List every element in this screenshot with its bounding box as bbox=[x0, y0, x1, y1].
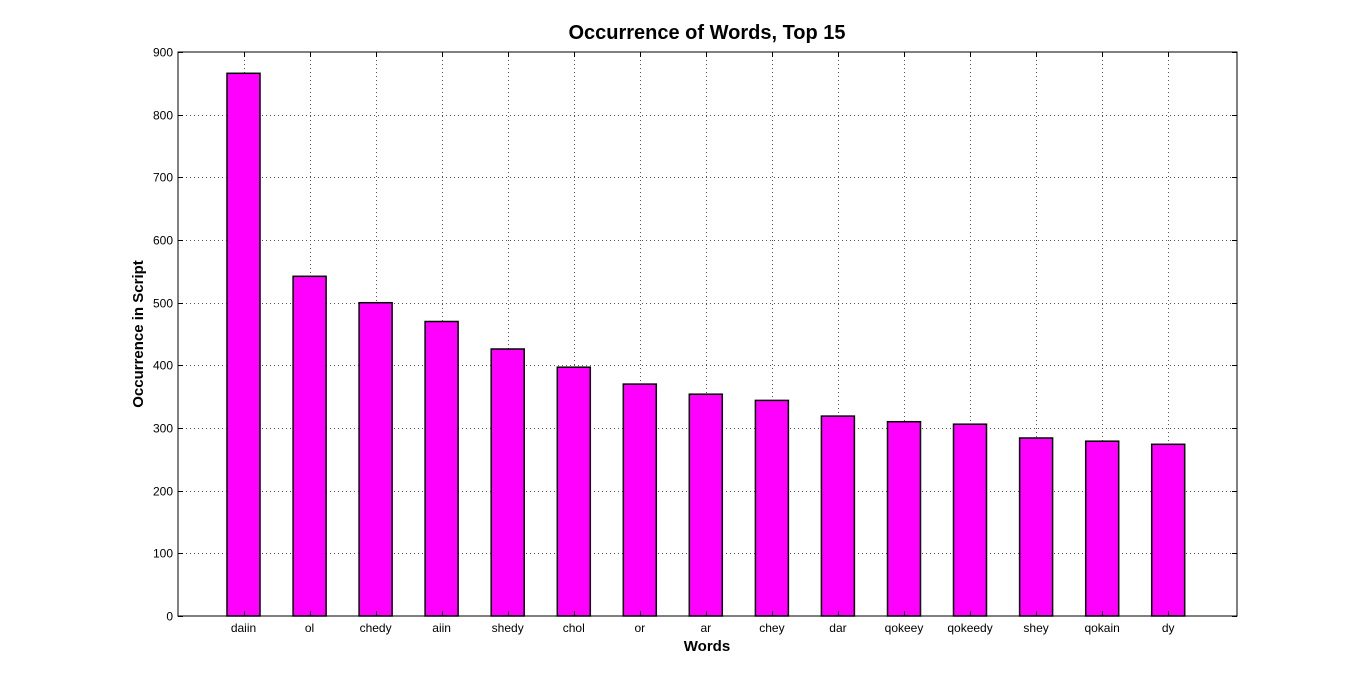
y-tick-labels: 0 100 200 300 400 500 600 700 800 900 bbox=[153, 46, 173, 624]
bar-chey bbox=[754, 399, 790, 617]
x-tick-label: qokeey bbox=[885, 621, 924, 635]
bar-ol bbox=[292, 275, 327, 617]
x-tick-label: qokeedy bbox=[947, 621, 992, 635]
x-tick-label: shedy bbox=[492, 621, 524, 635]
y-tick-label: 200 bbox=[153, 485, 173, 499]
x-tick-label: qokain bbox=[1084, 621, 1119, 635]
x-tick-label: dy bbox=[1162, 621, 1175, 635]
y-tick-label: 900 bbox=[153, 46, 173, 60]
x-tick-label: aiin bbox=[432, 621, 451, 635]
x-tick-label: ar bbox=[701, 621, 712, 635]
x-tick-label: daiin bbox=[231, 621, 256, 635]
tick-marks bbox=[178, 52, 1237, 617]
x-tick-label: chedy bbox=[360, 621, 392, 635]
y-tick-label: 700 bbox=[153, 171, 173, 185]
x-tick-label: chey bbox=[759, 621, 784, 635]
bar-qokeey bbox=[886, 420, 922, 617]
bar-daiin bbox=[226, 72, 261, 617]
y-tick-label: 500 bbox=[153, 297, 173, 311]
bars bbox=[226, 72, 1186, 617]
bar-ar bbox=[688, 393, 724, 617]
y-axis-label: Occurrence in Script bbox=[130, 260, 147, 408]
y-tick-label: 400 bbox=[153, 359, 173, 373]
x-tick-label: ol bbox=[305, 621, 314, 635]
bar-aiin bbox=[424, 320, 459, 617]
y-tick-label: 600 bbox=[153, 234, 173, 248]
bar-shey bbox=[1018, 437, 1054, 617]
bar-chol bbox=[556, 366, 592, 617]
bar-qokain bbox=[1084, 440, 1120, 617]
x-tick-label: shey bbox=[1023, 621, 1048, 635]
bar-dy bbox=[1150, 443, 1186, 617]
bar-dar bbox=[820, 415, 856, 617]
chart-title: Occurrence of Words, Top 15 bbox=[568, 22, 845, 44]
bar-or bbox=[622, 383, 658, 617]
x-axis-label: Words bbox=[684, 638, 730, 655]
axes-frame bbox=[177, 51, 1238, 617]
grid-lines bbox=[178, 52, 1237, 616]
x-tick-labels: daiin ol chedy aiin shedy chol or ar chey dar qoke… bbox=[231, 621, 1175, 635]
y-tick-label: 0 bbox=[166, 610, 173, 624]
bar-chedy bbox=[358, 301, 393, 617]
y-tick-label: 800 bbox=[153, 109, 173, 123]
x-tick-label: or bbox=[634, 621, 645, 635]
bar-shedy bbox=[490, 348, 525, 617]
y-tick-label: 300 bbox=[153, 422, 173, 436]
x-tick-label: dar bbox=[829, 621, 846, 635]
bar-qokeedy bbox=[952, 423, 988, 617]
y-tick-label: 100 bbox=[153, 547, 173, 561]
x-tick-label: chol bbox=[563, 621, 585, 635]
